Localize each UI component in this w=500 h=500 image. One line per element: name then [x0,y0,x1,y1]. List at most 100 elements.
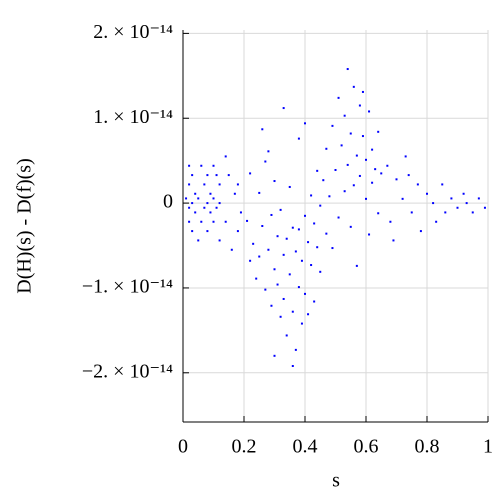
point [203,183,206,186]
point [352,184,355,187]
point [246,219,249,222]
point [407,174,410,177]
point [313,222,316,225]
point [273,354,276,357]
point [331,124,334,127]
point [426,192,428,195]
point [236,230,239,233]
point [456,206,459,209]
point [404,155,407,158]
point [471,211,474,214]
point [346,163,349,166]
point [233,192,236,195]
point [185,197,188,200]
point [337,96,340,99]
point [188,206,191,209]
point [252,242,255,245]
point [224,220,227,223]
x-axis-title: s [332,470,340,492]
point [258,255,261,258]
y-tick-label: 1. × 10⁻¹⁴ [93,106,173,128]
point [273,268,276,271]
point [325,232,328,235]
y-axis-title: D(H)(s) - D(f)(s) [14,158,36,294]
point [188,220,191,223]
point [337,216,340,219]
point [410,211,413,214]
point [319,270,322,273]
point [212,197,215,200]
point [288,185,291,188]
point [297,286,300,289]
point [215,174,218,177]
point [230,248,233,251]
point [285,334,288,337]
point [203,206,206,209]
point [462,192,465,195]
point [371,148,374,151]
point [300,259,303,262]
point [276,283,279,286]
point [291,365,294,367]
point [316,246,319,249]
point [191,174,194,177]
point [261,225,264,227]
point [188,183,191,186]
x-tick-label: 0.8 [415,436,440,458]
point [285,237,288,240]
point [249,259,252,262]
point [279,315,282,318]
point [194,192,197,195]
point [325,147,328,150]
point [264,160,267,163]
point [365,158,367,161]
point [355,154,358,157]
point [200,220,203,223]
x-tick-label: 0 [178,436,188,458]
point [236,183,239,186]
point [297,228,300,231]
point [377,130,380,133]
point [319,204,322,207]
y-tick-label: −2. × 10⁻¹⁴ [82,360,173,382]
point [450,197,453,200]
point [340,144,343,147]
point [365,197,367,200]
point [288,273,291,276]
point [218,202,221,205]
point [294,348,297,351]
point [212,164,215,167]
point [270,213,273,216]
point [297,137,300,140]
point [322,179,325,182]
point [209,192,212,195]
point [380,172,383,175]
point [206,174,209,177]
point [395,178,398,181]
point [389,220,392,223]
point [218,183,221,186]
point [282,297,285,300]
point [358,174,361,177]
point [328,195,331,198]
point [304,122,306,125]
point [273,180,276,183]
point [307,313,310,316]
point [258,191,261,194]
point [343,190,346,193]
point [209,211,212,214]
point [291,310,294,313]
point [346,68,349,71]
point [197,197,200,200]
point [316,169,319,172]
point [477,197,480,200]
point [343,114,346,117]
point [294,250,297,253]
point [291,226,294,229]
x-tick-label: 1 [483,436,493,458]
point [349,132,352,135]
point [441,183,444,186]
point [279,208,282,211]
